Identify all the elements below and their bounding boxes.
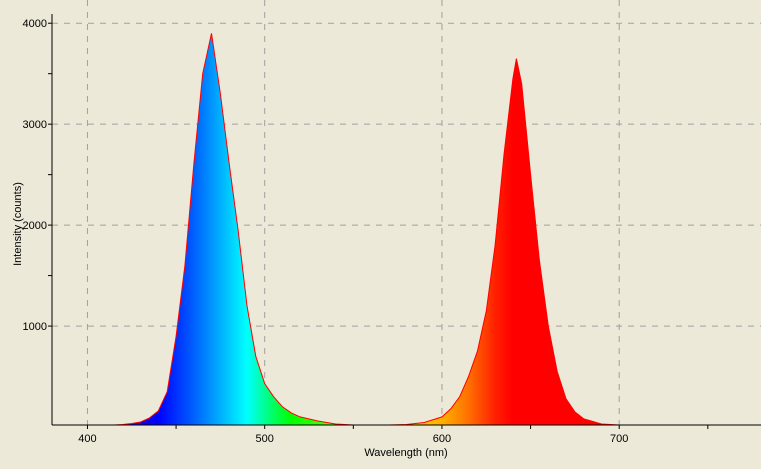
axes: 400 500 600 700 1000 2000 3000 4000 [23,14,761,445]
spectrum-area [113,33,637,426]
grid-lines [52,0,761,425]
x-tick-label: 400 [78,433,96,445]
y-axis-label: Intensity (counts) [12,182,24,266]
x-tick-label: 500 [256,433,274,445]
y-tick-label: 1000 [23,321,47,333]
y-tick-label: 2000 [23,220,47,232]
x-tick-label: 700 [610,433,628,445]
y-tick-label: 4000 [23,18,47,30]
y-tick-label: 3000 [23,119,47,131]
x-axis-label: Wavelength (nm) [364,447,447,459]
x-tick-label: 600 [433,433,451,445]
spectrum-fill [113,33,637,426]
